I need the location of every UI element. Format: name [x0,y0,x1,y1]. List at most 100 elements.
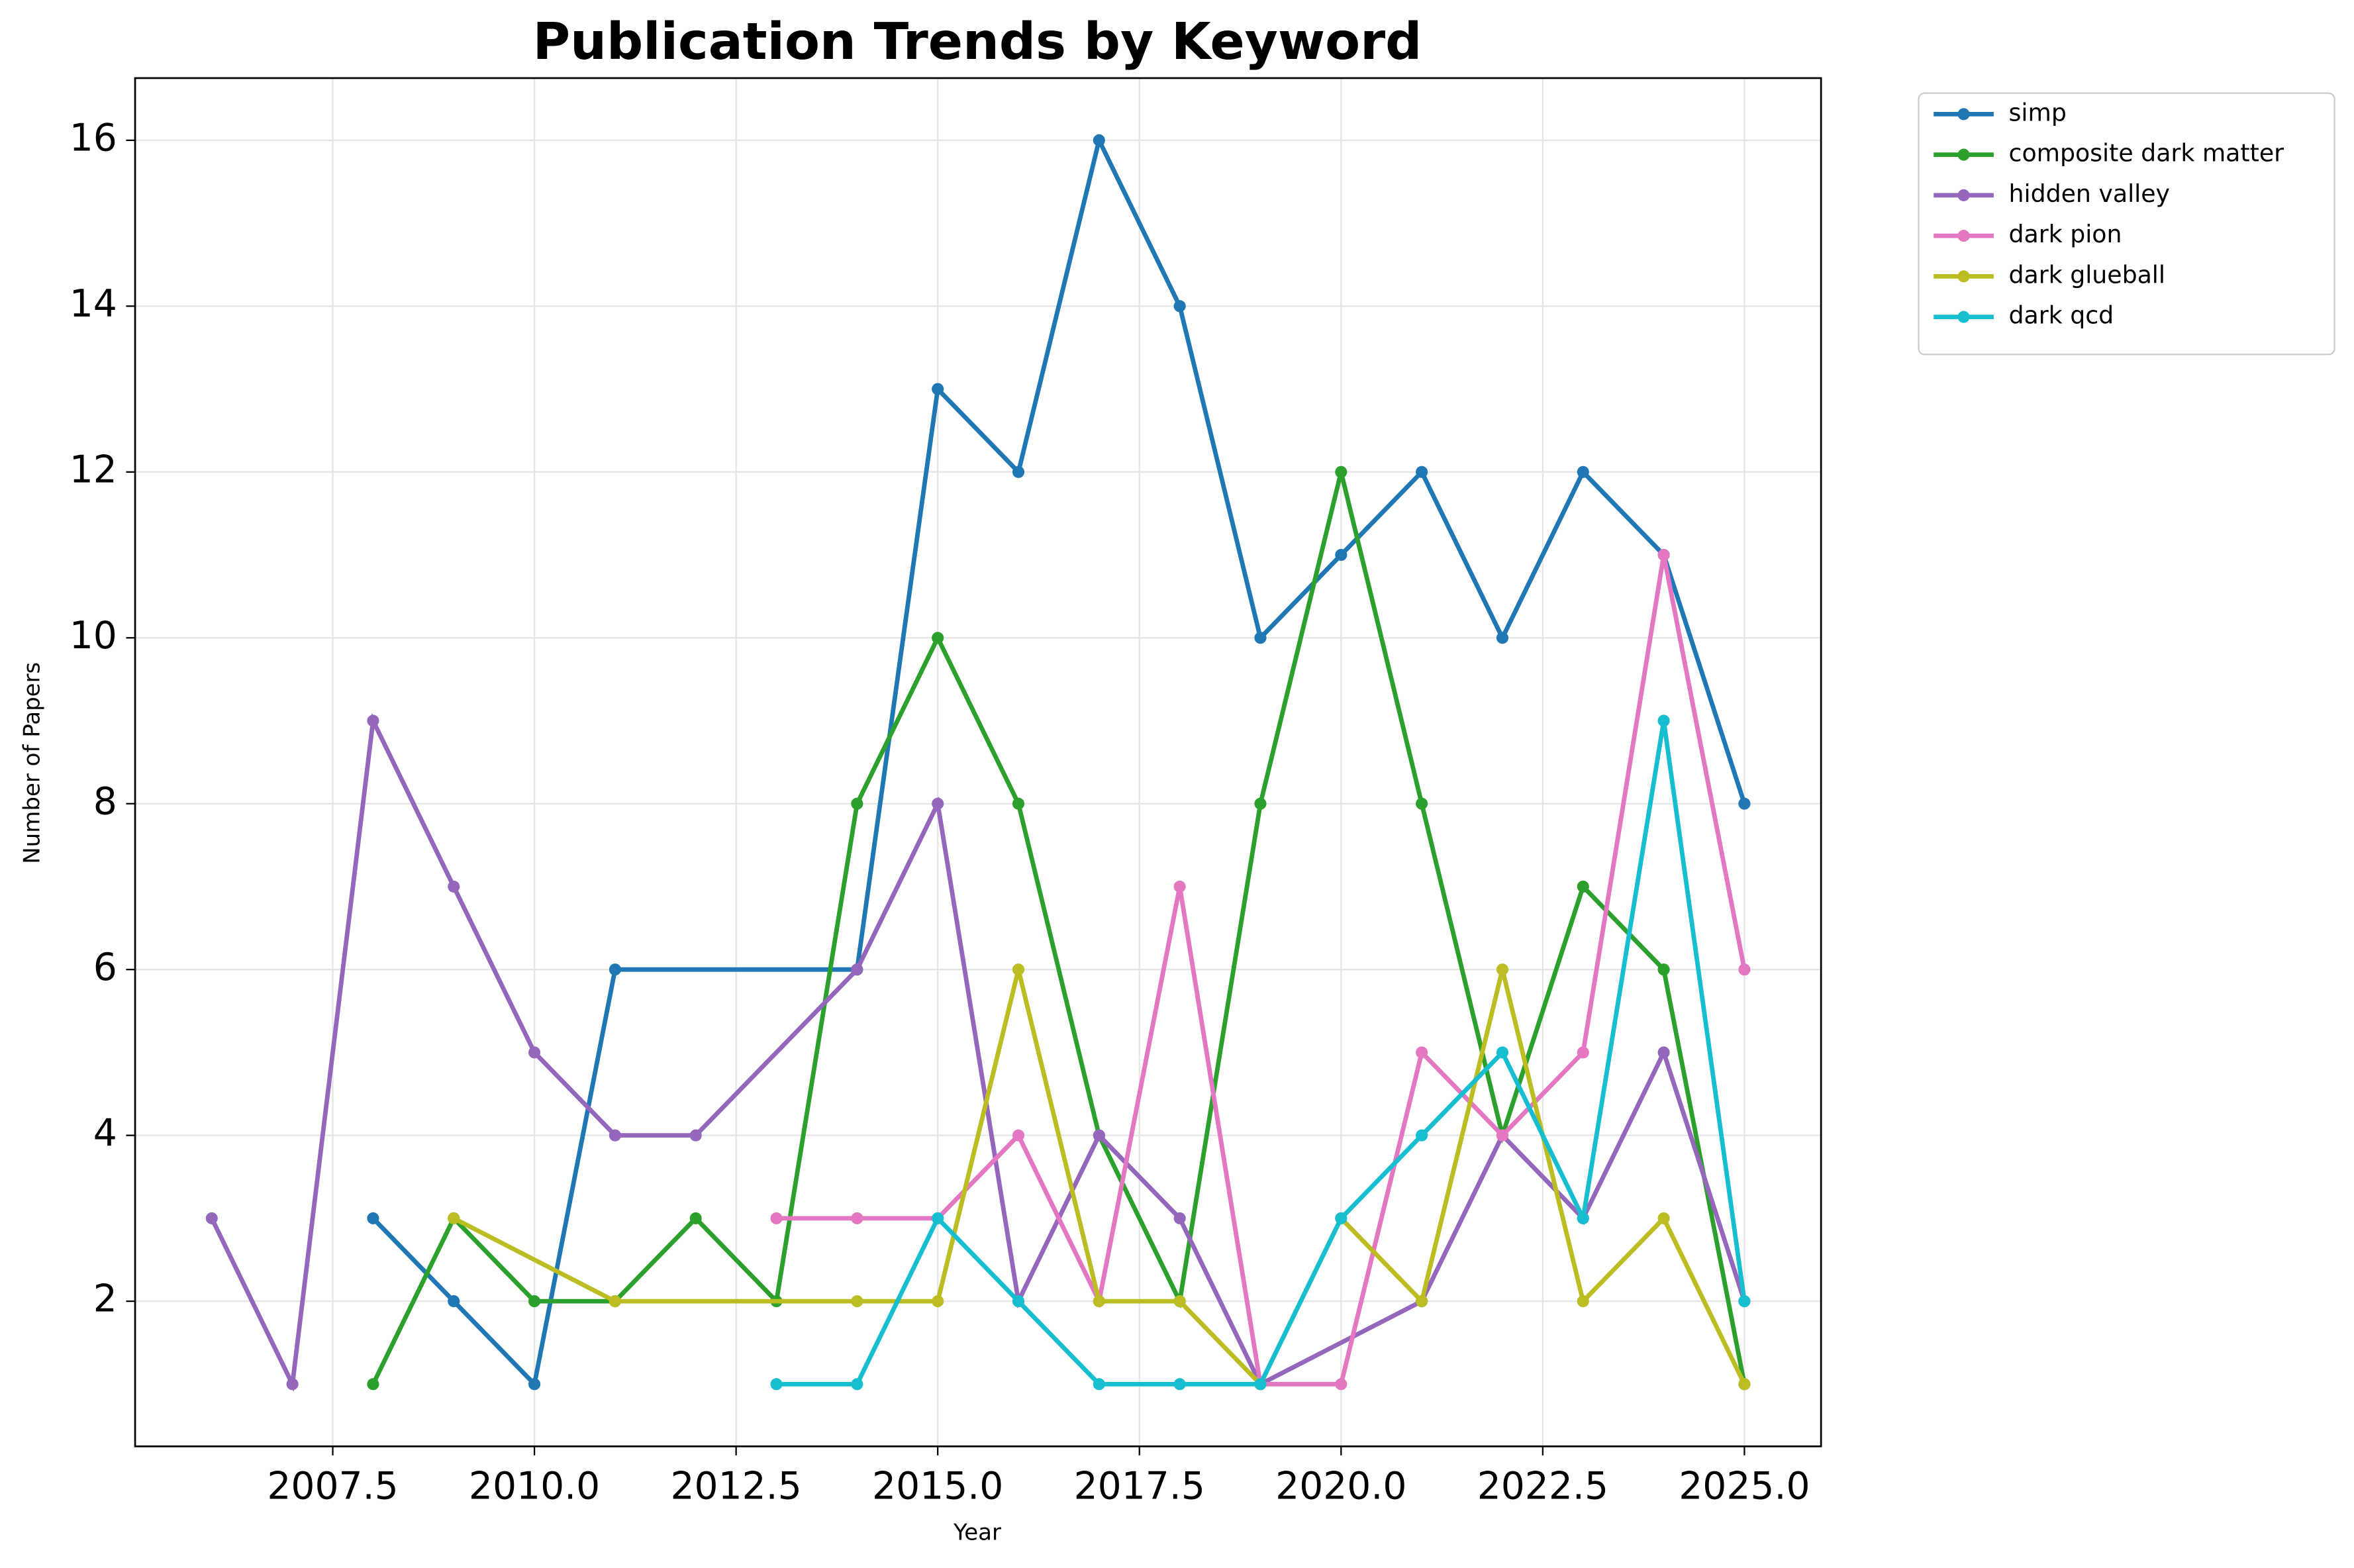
data-point [1012,1295,1025,1308]
data-point [851,963,863,976]
data-point [851,1378,863,1391]
data-point [1173,880,1186,893]
data-point [1335,548,1348,562]
x-tick-label: 2022.5 [1477,1464,1608,1508]
chart-title: Publication Trends by Keyword [533,12,1422,72]
data-point [1093,1295,1105,1308]
x-tick-label: 2010.0 [469,1464,600,1508]
data-point [1496,1129,1509,1142]
data-point [1657,1212,1670,1224]
x-tick-label: 2017.5 [1074,1464,1205,1508]
data-point [1657,1046,1670,1059]
data-point [1577,1212,1589,1224]
data-point [1577,880,1589,893]
y-tick-label: 12 [70,448,117,491]
data-point [286,1378,299,1391]
data-point [609,1295,621,1308]
data-point [1093,134,1105,146]
legend-label: dark pion [2009,220,2122,248]
data-point [932,797,944,810]
data-point [1012,466,1025,478]
legend-label: dark qcd [2009,301,2114,330]
data-point [1335,466,1348,478]
data-point [1738,963,1751,976]
x-tick-label: 2020.0 [1275,1464,1406,1508]
data-point [528,1046,541,1059]
data-point [851,1212,863,1224]
data-point [932,1212,944,1224]
data-point [1496,1046,1509,1059]
data-point [1335,1212,1348,1224]
data-point [932,632,944,644]
data-point [1173,300,1186,313]
series-line [371,133,1747,1389]
data-point [1657,963,1670,976]
legend-marker [1957,189,1970,201]
data-point [448,880,460,893]
legend-marker [1957,311,1970,323]
x-tick-label: 2007.5 [267,1464,398,1508]
data-point [1416,1295,1428,1308]
data-point [1657,548,1670,562]
y-tick-label: 8 [93,779,117,823]
series-line [452,969,1747,1389]
data-point [1012,797,1025,810]
data-point [1738,797,1751,810]
data-point [1173,1295,1186,1308]
legend-label: simp [2009,98,2067,126]
data-point [851,797,863,810]
x-tick-label: 2025.0 [1679,1464,1810,1508]
y-tick-label: 2 [93,1277,117,1321]
data-point [367,714,379,727]
data-point [851,1295,863,1308]
data-point [1657,714,1670,727]
data-point [528,1378,541,1391]
data-point [1335,1378,1348,1391]
data-point [205,1212,218,1224]
legend-marker [1957,148,1970,161]
series-line [371,471,1747,1385]
data-point [1496,632,1509,644]
plot-frame [134,77,1822,1447]
data-point [367,1212,379,1224]
data-point [448,1295,460,1308]
data-point [448,1212,460,1224]
data-point [1012,1129,1025,1142]
y-tick-label: 14 [70,282,117,326]
data-point [528,1295,541,1308]
data-point [1254,797,1267,810]
data-point [1577,1295,1589,1308]
data-point [609,1129,621,1142]
y-tick-label: 16 [70,116,117,160]
data-point [1416,1046,1428,1059]
x-axis-label: Year [953,1519,1001,1545]
data-point [1173,1212,1186,1224]
data-point [1416,1129,1428,1142]
data-point [1012,963,1025,976]
data-point [1577,1046,1589,1059]
legend-label: hidden valley [2009,179,2170,208]
data-point [1738,1378,1751,1391]
data-point [1738,1295,1751,1308]
data-point [1173,1378,1186,1391]
data-point [770,1212,783,1224]
data-point [770,1378,783,1391]
data-point [367,1378,379,1391]
data-point [932,1295,944,1308]
y-axis-label: Number of Papers [19,662,45,864]
legend-marker [1957,230,1970,242]
data-point [1254,1378,1267,1391]
data-point [689,1212,702,1224]
data-point [689,1129,702,1142]
data-point [932,383,944,395]
y-tick-label: 4 [93,1111,117,1155]
data-point [1416,466,1428,478]
data-point [1577,466,1589,478]
data-point [609,963,621,976]
legend-frame [1918,92,2335,356]
data-point [1093,1129,1105,1142]
data-point [1093,1378,1105,1391]
x-tick-label: 2012.5 [670,1464,801,1508]
